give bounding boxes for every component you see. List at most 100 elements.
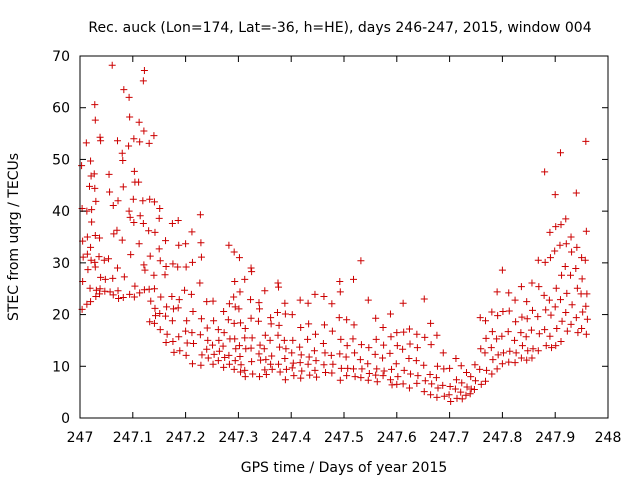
y-tick-label: 0 xyxy=(61,411,70,427)
data-point xyxy=(498,360,506,368)
data-point xyxy=(127,251,135,259)
data-point xyxy=(493,288,501,296)
data-point xyxy=(372,314,380,322)
data-point xyxy=(535,283,543,291)
data-point xyxy=(288,349,296,357)
data-point xyxy=(225,360,233,368)
data-point xyxy=(493,335,501,343)
data-point xyxy=(365,344,373,352)
x-tick-label: 247 xyxy=(67,430,94,446)
data-point xyxy=(196,211,204,219)
x-tick-label: 247.9 xyxy=(535,430,575,446)
data-point xyxy=(119,294,127,302)
data-point xyxy=(452,355,460,363)
data-point xyxy=(350,365,358,373)
x-tick-label: 247.5 xyxy=(324,430,364,446)
data-point xyxy=(483,366,491,374)
data-point xyxy=(489,356,497,364)
data-point xyxy=(140,261,148,269)
data-point xyxy=(328,369,336,377)
data-point xyxy=(329,360,337,368)
data-point xyxy=(145,285,153,293)
data-point xyxy=(567,320,575,328)
data-point xyxy=(528,354,536,362)
data-point xyxy=(467,385,475,393)
data-point xyxy=(552,223,560,231)
x-tick-label: 247.2 xyxy=(166,430,206,446)
data-point xyxy=(511,296,519,304)
data-point xyxy=(572,314,580,322)
data-point xyxy=(393,380,401,388)
data-point xyxy=(371,350,379,358)
x-axis-ticks: 247 247.1 247.2 247.3 247.4 247.5 247.6 247.7 24… xyxy=(67,56,621,446)
data-point xyxy=(168,220,176,228)
data-point xyxy=(182,327,190,335)
data-point xyxy=(101,275,109,283)
data-point xyxy=(322,368,330,376)
data-point xyxy=(169,260,177,268)
data-point xyxy=(109,291,117,299)
data-point xyxy=(105,170,113,178)
data-point xyxy=(241,275,249,283)
x-tick-label: 247.1 xyxy=(113,430,153,446)
data-point xyxy=(91,231,99,239)
data-point xyxy=(156,257,164,265)
data-point xyxy=(413,379,421,387)
data-point xyxy=(118,236,126,244)
data-point xyxy=(452,376,460,384)
data-point xyxy=(282,345,290,353)
data-point xyxy=(91,101,99,109)
data-point xyxy=(115,295,123,303)
data-point xyxy=(203,324,211,332)
data-point xyxy=(86,284,94,292)
data-point xyxy=(91,116,99,124)
data-point xyxy=(197,239,205,247)
data-point xyxy=(364,376,372,384)
data-point xyxy=(248,334,256,342)
data-point xyxy=(304,299,312,307)
data-point xyxy=(527,326,535,334)
data-point xyxy=(188,228,196,236)
data-point xyxy=(204,354,212,362)
data-point xyxy=(109,274,117,282)
data-point xyxy=(129,195,137,203)
data-point xyxy=(523,315,531,323)
x-axis-label: GPS time / Days of year 2015 xyxy=(241,460,448,476)
data-point xyxy=(305,320,313,328)
data-point xyxy=(162,262,170,270)
y-tick-label: 50 xyxy=(52,152,70,168)
data-point xyxy=(281,376,289,384)
data-point xyxy=(130,135,138,143)
data-point xyxy=(141,266,149,274)
data-point xyxy=(394,373,402,381)
data-point xyxy=(407,370,415,378)
data-point xyxy=(428,380,436,388)
data-point xyxy=(274,279,282,287)
data-point xyxy=(214,357,222,365)
data-point xyxy=(254,317,262,325)
data-point xyxy=(433,331,441,339)
data-point xyxy=(349,335,357,343)
data-point xyxy=(406,340,414,348)
data-point xyxy=(140,286,148,294)
data-point xyxy=(546,228,554,236)
data-point xyxy=(114,287,122,295)
data-point xyxy=(152,312,160,320)
data-point xyxy=(542,306,550,314)
data-point xyxy=(562,309,570,317)
data-point xyxy=(386,310,394,318)
data-point xyxy=(237,368,245,376)
data-point xyxy=(504,328,512,336)
data-point xyxy=(139,77,147,85)
data-point xyxy=(298,367,306,375)
data-point xyxy=(304,335,312,343)
data-point xyxy=(135,240,143,248)
data-point xyxy=(336,288,344,296)
data-point xyxy=(288,364,296,372)
data-point xyxy=(420,295,428,303)
data-point xyxy=(517,354,525,362)
data-point xyxy=(88,218,96,226)
data-point xyxy=(168,317,176,325)
data-point xyxy=(230,293,238,301)
data-point xyxy=(446,382,454,390)
